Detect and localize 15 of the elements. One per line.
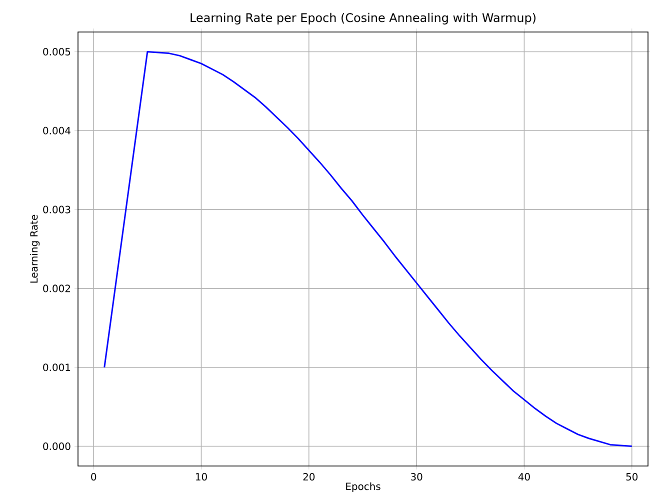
y-tick-label: 0.005 (43, 48, 70, 56)
x-tick-label: 50 (626, 472, 638, 481)
y-tick-label: 0.003 (43, 206, 70, 214)
x-tick-label: 40 (518, 472, 530, 481)
y-axis-title: Learning Rate (30, 214, 40, 283)
y-tick-label: 0.000 (43, 442, 70, 450)
x-tick-label: 0 (91, 472, 96, 481)
x-tick-label: 10 (196, 472, 207, 481)
x-tick-label: 30 (410, 472, 422, 481)
y-tick-label: 0.002 (43, 284, 70, 292)
y-tick-label: 0.004 (43, 126, 70, 134)
x-axis-title: Epochs (346, 482, 380, 492)
y-tick-label: 0.001 (43, 364, 70, 372)
x-tick-label: 20 (303, 472, 315, 481)
chart-title: Learning Rate per Epoch (Cosine Annealing with Warmup) (190, 12, 536, 24)
